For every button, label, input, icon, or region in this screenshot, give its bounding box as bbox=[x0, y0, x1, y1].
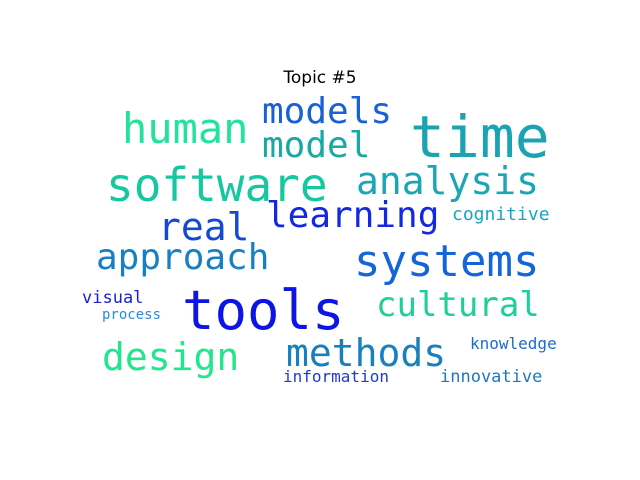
word-cultural: cultural bbox=[376, 285, 540, 325]
word-software: software bbox=[106, 158, 328, 212]
word-real: real bbox=[158, 205, 250, 249]
word-visual: visual bbox=[82, 288, 144, 308]
word-cognitive: cognitive bbox=[452, 204, 550, 225]
word-time: time bbox=[410, 103, 550, 171]
word-methods: methods bbox=[286, 331, 447, 375]
word-design: design bbox=[102, 335, 240, 379]
word-model: model bbox=[262, 125, 371, 166]
word-innovative: innovative bbox=[440, 367, 543, 387]
word-systems: systems bbox=[354, 236, 540, 287]
word-approach: approach bbox=[96, 237, 270, 278]
word-learning: learning bbox=[266, 195, 440, 236]
word-human: human bbox=[122, 104, 249, 153]
figure-title: Topic #5 bbox=[283, 68, 357, 88]
word-analysis: analysis bbox=[356, 159, 540, 203]
word-process: process bbox=[102, 307, 162, 323]
word-information: information bbox=[283, 367, 389, 386]
word-models: models bbox=[262, 91, 393, 132]
word-tools: tools bbox=[182, 279, 345, 342]
word-knowledge: knowledge bbox=[470, 334, 557, 353]
